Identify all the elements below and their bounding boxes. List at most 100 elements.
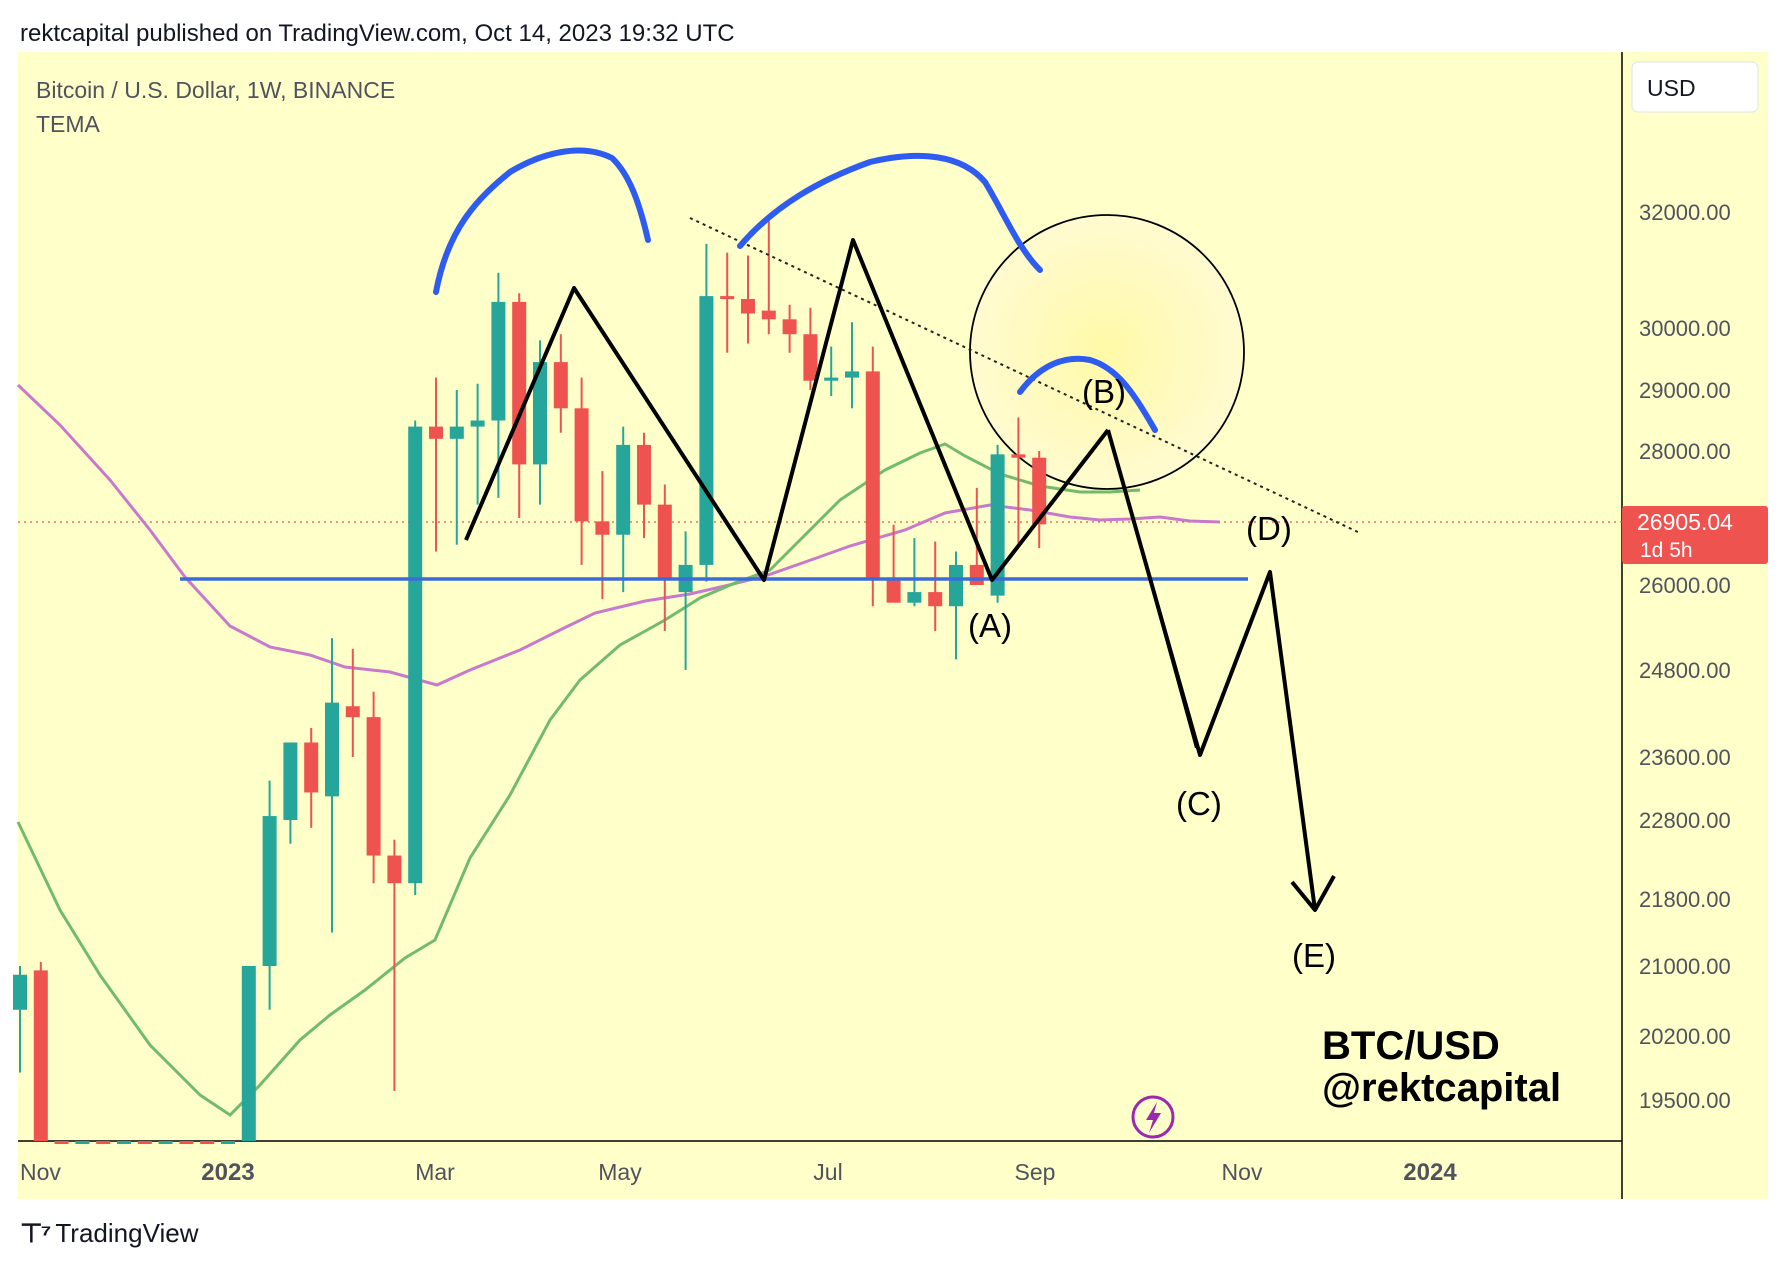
lightning-icon[interactable] — [1131, 1095, 1175, 1139]
watermark-handle: @rektcapital — [1322, 1066, 1561, 1110]
wave-label-e: (E) — [1292, 937, 1336, 974]
x-tick-label: Sep — [1015, 1159, 1056, 1185]
candle — [54, 1141, 69, 1144]
candlestick-series — [13, 220, 1047, 1144]
candle — [574, 377, 589, 565]
candle-body — [96, 1141, 111, 1144]
highlight-circle — [969, 214, 1245, 490]
tradingview-logo-icon: ⊤⁷ — [20, 1218, 51, 1248]
candle-body — [54, 1141, 69, 1144]
candle-body — [969, 564, 984, 585]
candle-body — [200, 1141, 215, 1144]
candle — [408, 420, 423, 896]
y-tick-label: 19500.00 — [1639, 1088, 1731, 1113]
candle-body — [574, 408, 589, 522]
candle-body — [637, 444, 651, 505]
candle-body — [824, 377, 839, 381]
candle-body — [241, 966, 256, 1141]
candle — [449, 390, 464, 545]
ema-purple-line — [16, 383, 1221, 687]
first-head-arc — [433, 147, 651, 295]
candle-body — [533, 362, 547, 465]
candle-body — [33, 970, 48, 1141]
candle — [782, 304, 797, 353]
candle-body — [990, 454, 1005, 596]
candle — [720, 252, 735, 353]
indicator-label: TEMA — [36, 111, 101, 137]
candle — [33, 961, 48, 1141]
candle-body — [75, 1141, 90, 1144]
candle — [96, 1141, 111, 1144]
x-tick-label: May — [598, 1159, 642, 1185]
candle-body — [1032, 457, 1047, 525]
candle-body — [429, 426, 443, 439]
y-tick-label: 29000.00 — [1639, 378, 1731, 403]
y-tick-label: 21000.00 — [1639, 954, 1731, 979]
candle — [803, 307, 818, 390]
candle-body — [657, 504, 672, 579]
candle — [553, 334, 568, 433]
candle — [325, 638, 339, 933]
ema-green-line — [16, 442, 1141, 1117]
candle — [137, 1141, 152, 1144]
time-scale-background — [18, 1141, 1768, 1199]
candle-body — [886, 578, 901, 603]
candle-body — [345, 706, 360, 718]
x-tick-label: 2024 — [1403, 1159, 1457, 1186]
candle-body — [949, 564, 963, 607]
candle-body — [137, 1141, 152, 1144]
footer-brand: TradingView — [55, 1218, 199, 1248]
candle — [637, 432, 651, 539]
candle-body — [283, 742, 298, 820]
head-arcs — [433, 147, 1158, 433]
bar-countdown: 1d 5h — [1640, 539, 1693, 562]
candle-body — [1011, 454, 1026, 458]
candle-body — [928, 592, 943, 607]
candle-body — [491, 301, 506, 421]
chart-plot-background — [18, 52, 1622, 1141]
candle — [429, 377, 443, 552]
candle — [907, 538, 922, 607]
candle — [470, 383, 485, 505]
candle-body — [761, 310, 776, 320]
y-tick-label: 26000.00 — [1639, 573, 1731, 598]
currency-button[interactable] — [1631, 61, 1759, 113]
candle — [886, 524, 901, 603]
projection-path-shadow — [1109, 435, 1197, 749]
candle-body — [158, 1141, 173, 1144]
candle — [949, 551, 963, 660]
y-tick-label: 23600.00 — [1639, 745, 1731, 770]
candle — [1011, 417, 1026, 545]
x-tick-label: Nov — [20, 1159, 61, 1185]
last-price-badge: 26905.04 1d 5h — [1622, 506, 1768, 564]
resistance-highlight-circle — [969, 214, 1245, 490]
candle — [761, 220, 776, 335]
candle-body — [782, 319, 797, 335]
double-top-path — [464, 238, 1110, 582]
candle — [75, 1141, 90, 1144]
candle — [117, 1141, 131, 1144]
x-tick-label: 2023 — [201, 1159, 254, 1186]
candle-body — [741, 299, 755, 314]
candle-body — [553, 362, 568, 409]
wave-label-c: (C) — [1176, 785, 1222, 822]
watermark-pair: BTC/USD — [1322, 1024, 1500, 1068]
arrowhead — [1290, 875, 1336, 912]
descending-trendline — [689, 217, 1361, 534]
candle-body — [449, 426, 464, 439]
candle-body — [470, 420, 485, 427]
y-tick-label: 21800.00 — [1639, 887, 1731, 912]
candle — [990, 444, 1005, 603]
y-tick-label: 28000.00 — [1639, 439, 1731, 464]
candle-body — [865, 371, 880, 579]
candle-body — [304, 742, 319, 793]
candle — [304, 728, 319, 828]
footer: ⊤⁷ TradingView — [20, 1218, 198, 1249]
candle-body — [13, 974, 27, 1010]
candle-body — [325, 702, 339, 797]
third-head-arc — [1017, 355, 1158, 433]
candle-body — [845, 371, 859, 378]
x-tick-label: Nov — [1222, 1159, 1263, 1185]
candle — [283, 742, 298, 844]
